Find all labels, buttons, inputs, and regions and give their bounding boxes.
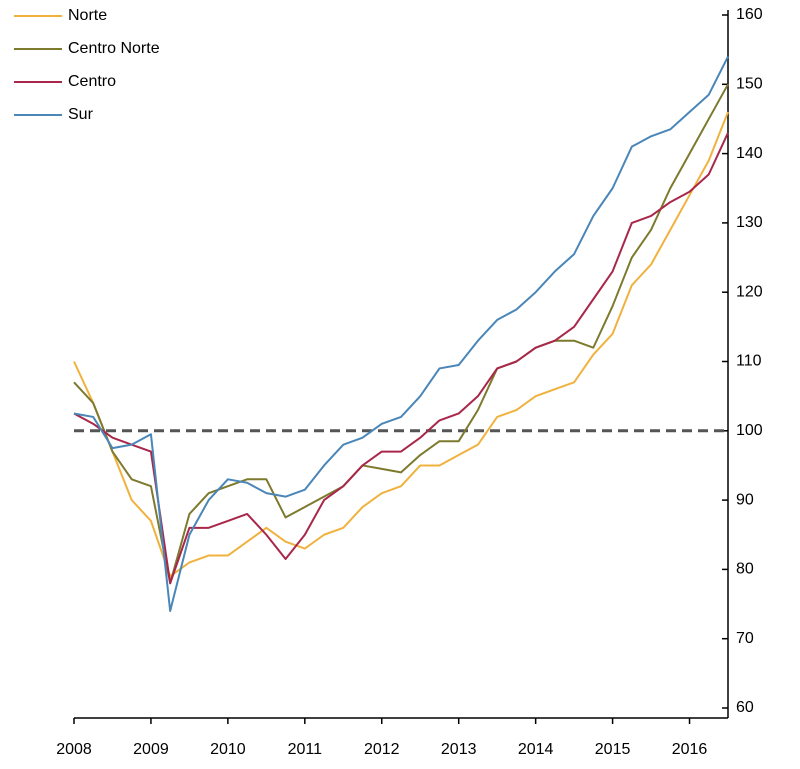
y-tick-label: 80 [736,561,754,578]
y-tick-label: 90 [736,491,754,508]
y-tick-label: 130 [736,214,763,231]
series-line [73,56,729,612]
y-tick-label: 140 [736,145,763,162]
legend-label: Centro Norte [68,40,160,57]
y-tick-label: 70 [736,630,754,647]
legend-label: Centro [68,73,116,90]
legend-label: Sur [68,106,94,123]
x-tick-label: 2015 [595,741,631,758]
y-tick-label: 120 [736,283,763,300]
x-tick-label: 2012 [364,741,400,758]
x-tick-label: 2016 [672,741,708,758]
series-line [73,83,729,585]
x-tick-label: 2014 [518,741,554,758]
x-tick-label: 2010 [210,741,246,758]
x-tick-label: 2011 [288,741,323,758]
y-tick-label: 60 [736,699,754,716]
series-line [73,132,729,585]
y-tick-label: 150 [736,76,763,93]
series-line [73,111,729,578]
y-tick-label: 100 [736,422,763,439]
x-tick-label: 2008 [56,741,92,758]
x-tick-label: 2009 [133,741,169,758]
y-tick-label: 160 [736,6,763,23]
y-tick-label: 110 [736,353,762,370]
legend-label: Norte [68,7,107,24]
x-tick-label: 2013 [441,741,477,758]
